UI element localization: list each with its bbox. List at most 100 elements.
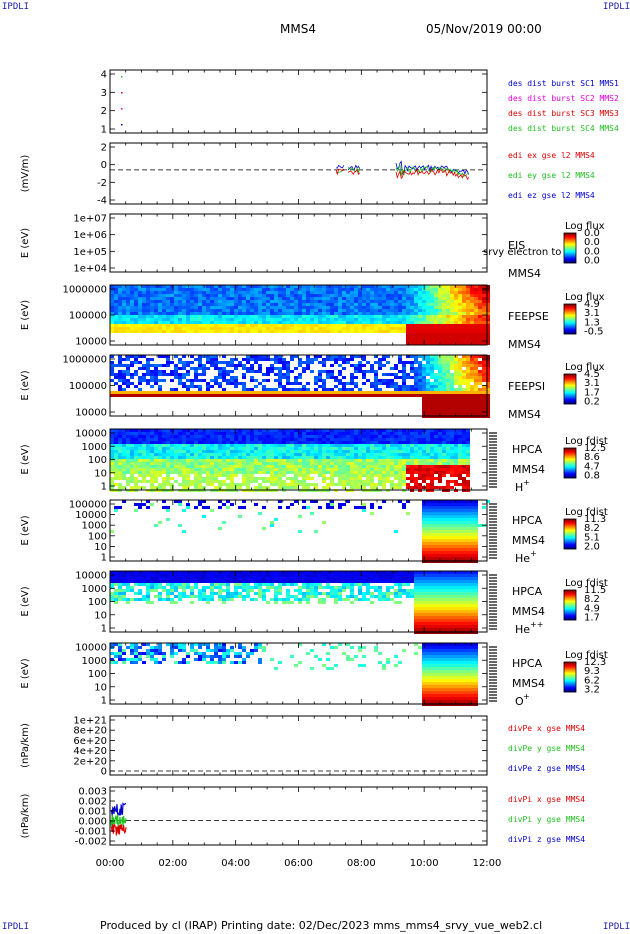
spectrogram-cell xyxy=(186,391,190,394)
spectrogram-cell xyxy=(442,288,446,291)
spectrogram-cell xyxy=(118,373,122,376)
spectrogram-cell xyxy=(402,394,406,397)
spectrogram-cell xyxy=(358,297,362,300)
spectrogram-cell xyxy=(130,432,134,435)
spectrogram-cell xyxy=(318,297,322,300)
spectrogram-cell xyxy=(422,400,426,403)
spectrogram-cell xyxy=(386,435,390,438)
spectrogram-cell xyxy=(434,471,438,474)
colorbar-step xyxy=(564,376,576,378)
spectrogram-cell xyxy=(234,327,238,330)
colorbar-step xyxy=(564,254,576,256)
spectrogram-cell xyxy=(466,447,470,450)
spectrogram-cell xyxy=(266,324,270,327)
spectrogram-cell xyxy=(170,324,174,327)
spectrogram-cell xyxy=(198,318,202,321)
spectrogram-cell xyxy=(466,376,470,379)
spectrogram-cell xyxy=(482,306,486,309)
spectrogram-cell xyxy=(126,444,130,447)
spectrogram-cell xyxy=(218,294,222,297)
spectrogram-cell xyxy=(138,382,142,385)
spectrogram-cell xyxy=(222,376,226,379)
spectrogram-cell xyxy=(158,355,162,358)
spectrogram-cell xyxy=(426,303,430,306)
spectrogram-cell xyxy=(294,355,298,358)
spectrogram-cell xyxy=(414,453,418,456)
spectrogram-cell xyxy=(190,330,194,333)
spectrogram-cell xyxy=(214,309,218,312)
spectrogram-cell xyxy=(474,379,478,382)
spectrogram-cell xyxy=(422,376,426,379)
spectrogram-cell xyxy=(470,397,474,400)
spectrogram-cell xyxy=(362,456,366,459)
spectrogram-cell xyxy=(350,435,354,438)
spectrogram-cell xyxy=(334,444,338,447)
spectrogram-cell xyxy=(474,394,478,397)
y-axis-label: E (eV) xyxy=(20,370,31,400)
spectrogram-cell xyxy=(350,297,354,300)
spectrogram-cell xyxy=(382,327,386,330)
spectrogram-cell xyxy=(250,370,254,373)
colorbar-step xyxy=(564,451,576,453)
spectrogram-cell xyxy=(118,429,122,432)
colorbar-tick-label: 8.6 xyxy=(584,452,600,463)
spectrogram-cell xyxy=(206,285,210,288)
colorbar-step xyxy=(564,258,576,260)
spectrogram-cell xyxy=(166,297,170,300)
spectrogram-cell xyxy=(346,294,350,297)
spectrogram-cell xyxy=(450,358,454,361)
spectrogram-cell xyxy=(142,367,146,370)
spectrogram-cell xyxy=(478,318,482,321)
spectrogram-cell xyxy=(406,462,410,465)
spectrogram-cell xyxy=(110,364,114,367)
spectrogram-cell xyxy=(266,358,270,361)
spectrogram-cell xyxy=(278,471,282,474)
spectrogram-cell xyxy=(362,330,366,333)
spectrogram-cell xyxy=(198,391,202,394)
spectrogram-cell xyxy=(474,336,478,339)
spectrogram-cell xyxy=(446,339,450,342)
spectrogram-cell xyxy=(394,288,398,291)
spectrogram-cell xyxy=(150,486,154,489)
spectrogram-cell xyxy=(450,309,454,312)
spectrogram-cell xyxy=(310,315,314,318)
spectrogram-cell xyxy=(182,294,186,297)
spectrogram-cell xyxy=(250,468,254,471)
spectrogram-cell xyxy=(406,441,410,444)
spectrogram-cell xyxy=(290,444,294,447)
spectrogram-cell xyxy=(278,312,282,315)
spectrogram-cell xyxy=(410,309,414,312)
spectrogram-cell xyxy=(118,385,122,388)
spectrogram-cell xyxy=(402,435,406,438)
spectrogram-cell xyxy=(470,339,474,342)
spectrogram-cell xyxy=(234,447,238,450)
spectrogram-cell xyxy=(286,297,290,300)
spectrogram-cell xyxy=(450,367,454,370)
spectrogram-cell xyxy=(242,441,246,444)
spectrogram-cell xyxy=(450,462,454,465)
spectrogram-cell xyxy=(442,385,446,388)
spectrogram-cell xyxy=(342,391,346,394)
spectrogram-cell xyxy=(122,429,126,432)
spectrogram-cell xyxy=(118,486,122,489)
spectrogram-cell xyxy=(390,297,394,300)
spectrogram-cell xyxy=(338,435,342,438)
spectrogram-cell xyxy=(302,300,306,303)
colorbar-step xyxy=(564,390,576,392)
spectrogram-cell xyxy=(242,382,246,385)
colorbar-step xyxy=(564,328,576,330)
spectrogram-cell xyxy=(346,285,350,288)
spectrogram-cell xyxy=(430,444,434,447)
spectrogram-cell xyxy=(146,285,150,288)
spectrogram-cell xyxy=(454,327,458,330)
spectrogram-cell xyxy=(394,364,398,367)
spectrogram-cell xyxy=(246,444,250,447)
spectrogram-cell xyxy=(230,330,234,333)
spectrogram-cell xyxy=(222,303,226,306)
spectrogram-cell xyxy=(430,394,434,397)
spectrogram-cell xyxy=(270,367,274,370)
spectrogram-cell xyxy=(390,462,394,465)
spectrogram-cell xyxy=(342,450,346,453)
spectrogram-cell xyxy=(270,288,274,291)
colorbar-step xyxy=(564,237,576,239)
